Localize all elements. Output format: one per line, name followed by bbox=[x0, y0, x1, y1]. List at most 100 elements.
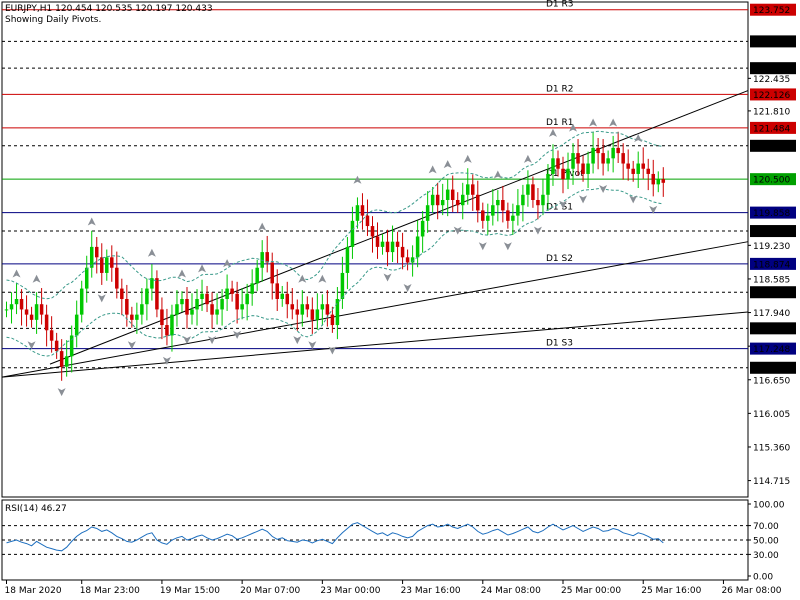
level-label-box-1 bbox=[750, 35, 796, 48]
candle-body bbox=[636, 163, 640, 174]
candle-body bbox=[270, 262, 274, 284]
fractal-down-arrow bbox=[127, 341, 136, 350]
candle-body bbox=[59, 351, 64, 367]
rsi-line bbox=[6, 522, 664, 552]
y-tick-label-9: 119.858 bbox=[753, 209, 790, 219]
fractal-down-arrow bbox=[293, 336, 302, 345]
candle-body bbox=[591, 147, 595, 164]
y-tick-label-20: 116.650 bbox=[753, 376, 790, 386]
candle-body bbox=[410, 257, 415, 263]
y-tick-label-21: 116.005 bbox=[753, 410, 790, 420]
candle-body bbox=[210, 304, 214, 315]
fractal-down-arrow bbox=[403, 283, 412, 292]
fractal-up-arrow bbox=[443, 160, 452, 169]
candle-body bbox=[380, 241, 385, 247]
candle-body bbox=[205, 293, 209, 305]
candle-body bbox=[531, 184, 535, 200]
y-tick-label-19: 116.880 bbox=[753, 364, 790, 374]
candle-body bbox=[526, 184, 530, 195]
fractal-down-arrow bbox=[328, 346, 337, 355]
fractal-down-arrow bbox=[27, 341, 36, 350]
y-tick-label-10: 119.504 bbox=[753, 228, 790, 238]
fractal-up-arrow bbox=[147, 248, 156, 257]
level-label-box-0 bbox=[750, 3, 796, 16]
fractal-down-arrow bbox=[559, 200, 568, 209]
rsi-tick-label-3: 30.00 bbox=[753, 551, 779, 561]
candle-body bbox=[220, 299, 224, 310]
level-label-box-8 bbox=[750, 173, 796, 186]
pivot-name-5: D1 S2 bbox=[546, 254, 573, 264]
y-tick-label-6: 121.484 bbox=[753, 124, 790, 134]
symbol-header: EURJPY,H1 120.454 120.535 120.197 120.43… bbox=[5, 4, 213, 14]
fractal-up-arrow bbox=[634, 134, 643, 143]
candle-body bbox=[275, 283, 279, 299]
y-tick-label-13: 118.585 bbox=[753, 275, 790, 285]
candle-body bbox=[29, 314, 34, 320]
fractal-up-arrow bbox=[318, 274, 327, 283]
fractal-up-arrow bbox=[223, 259, 232, 268]
y-tick-label-18: 117.248 bbox=[753, 345, 790, 355]
candle-body bbox=[54, 340, 59, 352]
candle-body bbox=[175, 304, 179, 315]
fractal-up-arrow bbox=[428, 165, 437, 174]
fractal-down-arrow bbox=[208, 336, 217, 345]
y-tick-label-8: 120.500 bbox=[753, 176, 790, 186]
x-tick-label-5: 23 Mar 16:00 bbox=[401, 586, 461, 596]
x-tick-label-4: 23 Mar 00:00 bbox=[320, 586, 380, 596]
candle-body bbox=[541, 194, 545, 206]
fractal-up-arrow bbox=[258, 222, 267, 231]
y-tick-label-11: 119.230 bbox=[753, 242, 790, 252]
fractal-down-arrow bbox=[233, 330, 242, 339]
candle-body bbox=[556, 158, 560, 169]
candle-body bbox=[425, 205, 430, 221]
candle-body bbox=[450, 189, 455, 200]
fractal-down-arrow bbox=[97, 294, 106, 303]
level-label-box-16 bbox=[750, 322, 796, 335]
candle-body bbox=[370, 226, 375, 237]
candle-body bbox=[415, 236, 420, 258]
candle-body bbox=[125, 299, 129, 315]
fractal-down-arrow bbox=[182, 336, 191, 345]
candle-body bbox=[616, 147, 620, 154]
candle-body bbox=[360, 205, 365, 216]
level-label-box-6 bbox=[750, 121, 796, 134]
fractal-down-arrow bbox=[478, 242, 487, 251]
y-tick-label-22: 115.360 bbox=[753, 443, 790, 453]
candle-body bbox=[255, 267, 259, 284]
candle-body bbox=[641, 163, 645, 169]
x-tick-label-3: 20 Mar 07:00 bbox=[240, 586, 300, 596]
fractal-up-arrow bbox=[523, 154, 532, 163]
candle-body bbox=[611, 147, 615, 159]
candle-body bbox=[646, 168, 650, 174]
candle-body bbox=[225, 288, 229, 299]
fractal-down-arrow bbox=[162, 356, 171, 365]
upper-trendline bbox=[49, 90, 749, 365]
candle-body bbox=[110, 257, 114, 268]
fractal-down-arrow bbox=[453, 226, 462, 235]
candle-body bbox=[19, 299, 24, 310]
candle-body bbox=[230, 288, 234, 294]
candle-body bbox=[455, 200, 460, 206]
pivot-name-6: D1 S3 bbox=[546, 339, 573, 349]
candle-body bbox=[315, 309, 320, 320]
level-label-box-7 bbox=[750, 139, 796, 152]
fractal-up-arrow bbox=[32, 274, 41, 283]
candle-body bbox=[135, 314, 139, 320]
candle-body bbox=[4, 309, 9, 311]
fractal-up-arrow bbox=[493, 170, 502, 179]
candle-body bbox=[521, 194, 525, 206]
candle-body bbox=[471, 184, 475, 195]
candle-body bbox=[335, 299, 340, 326]
fractal-down-arrow bbox=[649, 205, 658, 214]
candle-body bbox=[476, 194, 480, 211]
pivot-name-2: D1 R1 bbox=[546, 118, 574, 128]
rsi-label: RSI(14) 46.27 bbox=[5, 504, 67, 514]
fractal-up-arrow bbox=[609, 118, 618, 127]
fractal-up-arrow bbox=[353, 175, 362, 184]
level-label-box-19 bbox=[750, 361, 796, 374]
candle-body bbox=[400, 246, 405, 258]
candle-body bbox=[49, 330, 54, 341]
candle-body bbox=[385, 241, 390, 253]
